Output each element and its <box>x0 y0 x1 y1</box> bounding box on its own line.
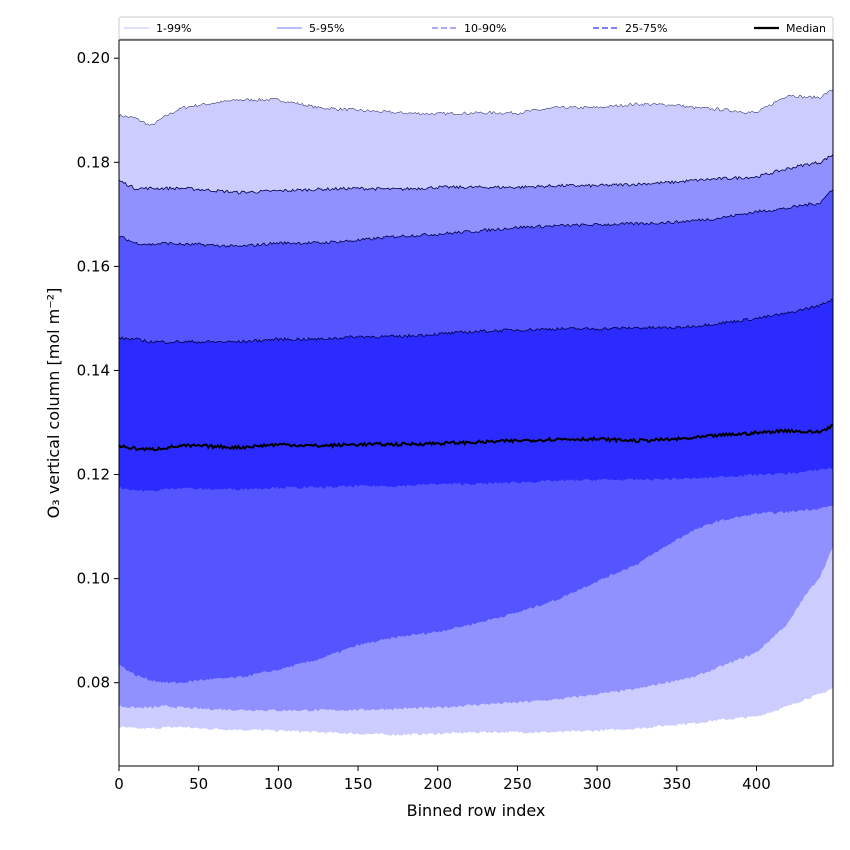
legend-label: Median <box>786 22 826 35</box>
x-tick-label: 100 <box>264 775 293 793</box>
median-line-group <box>118 423 834 452</box>
band-upper-edge-5-95pct <box>118 154 834 195</box>
band-edge-lines <box>118 89 834 344</box>
band-upper-edge-1-99pct <box>118 89 834 126</box>
y-axis-label: O₃ vertical column [mol m⁻²] <box>44 288 63 519</box>
y-tick-label: 0.20 <box>77 49 110 67</box>
plot-frame <box>118 39 834 767</box>
legend-label: 25-75% <box>625 22 667 35</box>
x-axis-ticks: 0 50 100 150 200 250 300 350 400 <box>114 766 771 793</box>
y-axis-ticks: 0.08 0.10 0.12 0.14 0.16 0.18 0.20 <box>77 49 119 692</box>
x-axis-label: Binned row index <box>407 801 546 820</box>
y-tick-label: 0.10 <box>77 570 110 588</box>
x-tick-label: 50 <box>189 775 208 793</box>
y-tick-label: 0.18 <box>77 153 110 171</box>
band-upper-edge-25-75pct <box>118 298 834 344</box>
x-tick-label: 300 <box>583 775 612 793</box>
x-tick-label: 200 <box>423 775 452 793</box>
legend-label: 5-95% <box>309 22 344 35</box>
percentile-bands <box>119 89 833 736</box>
legend-label: 10-90% <box>464 22 506 35</box>
y-tick-label: 0.16 <box>77 257 110 275</box>
x-tick-label: 400 <box>742 775 771 793</box>
band-upper-edge-10-90pct <box>118 189 834 248</box>
band-25-75pct <box>119 299 833 492</box>
legend-box <box>118 16 834 40</box>
x-tick-label: 150 <box>344 775 373 793</box>
x-tick-label: 0 <box>114 775 124 793</box>
x-tick-label: 250 <box>503 775 532 793</box>
y-tick-label: 0.12 <box>77 466 110 484</box>
legend: 1-99% 5-95% 10-90% 25-75% Median <box>118 16 834 40</box>
median-line <box>118 423 834 452</box>
y-tick-label: 0.14 <box>77 361 110 379</box>
y-tick-label: 0.08 <box>77 674 110 692</box>
legend-label: 1-99% <box>156 22 191 35</box>
x-tick-label: 350 <box>662 775 691 793</box>
